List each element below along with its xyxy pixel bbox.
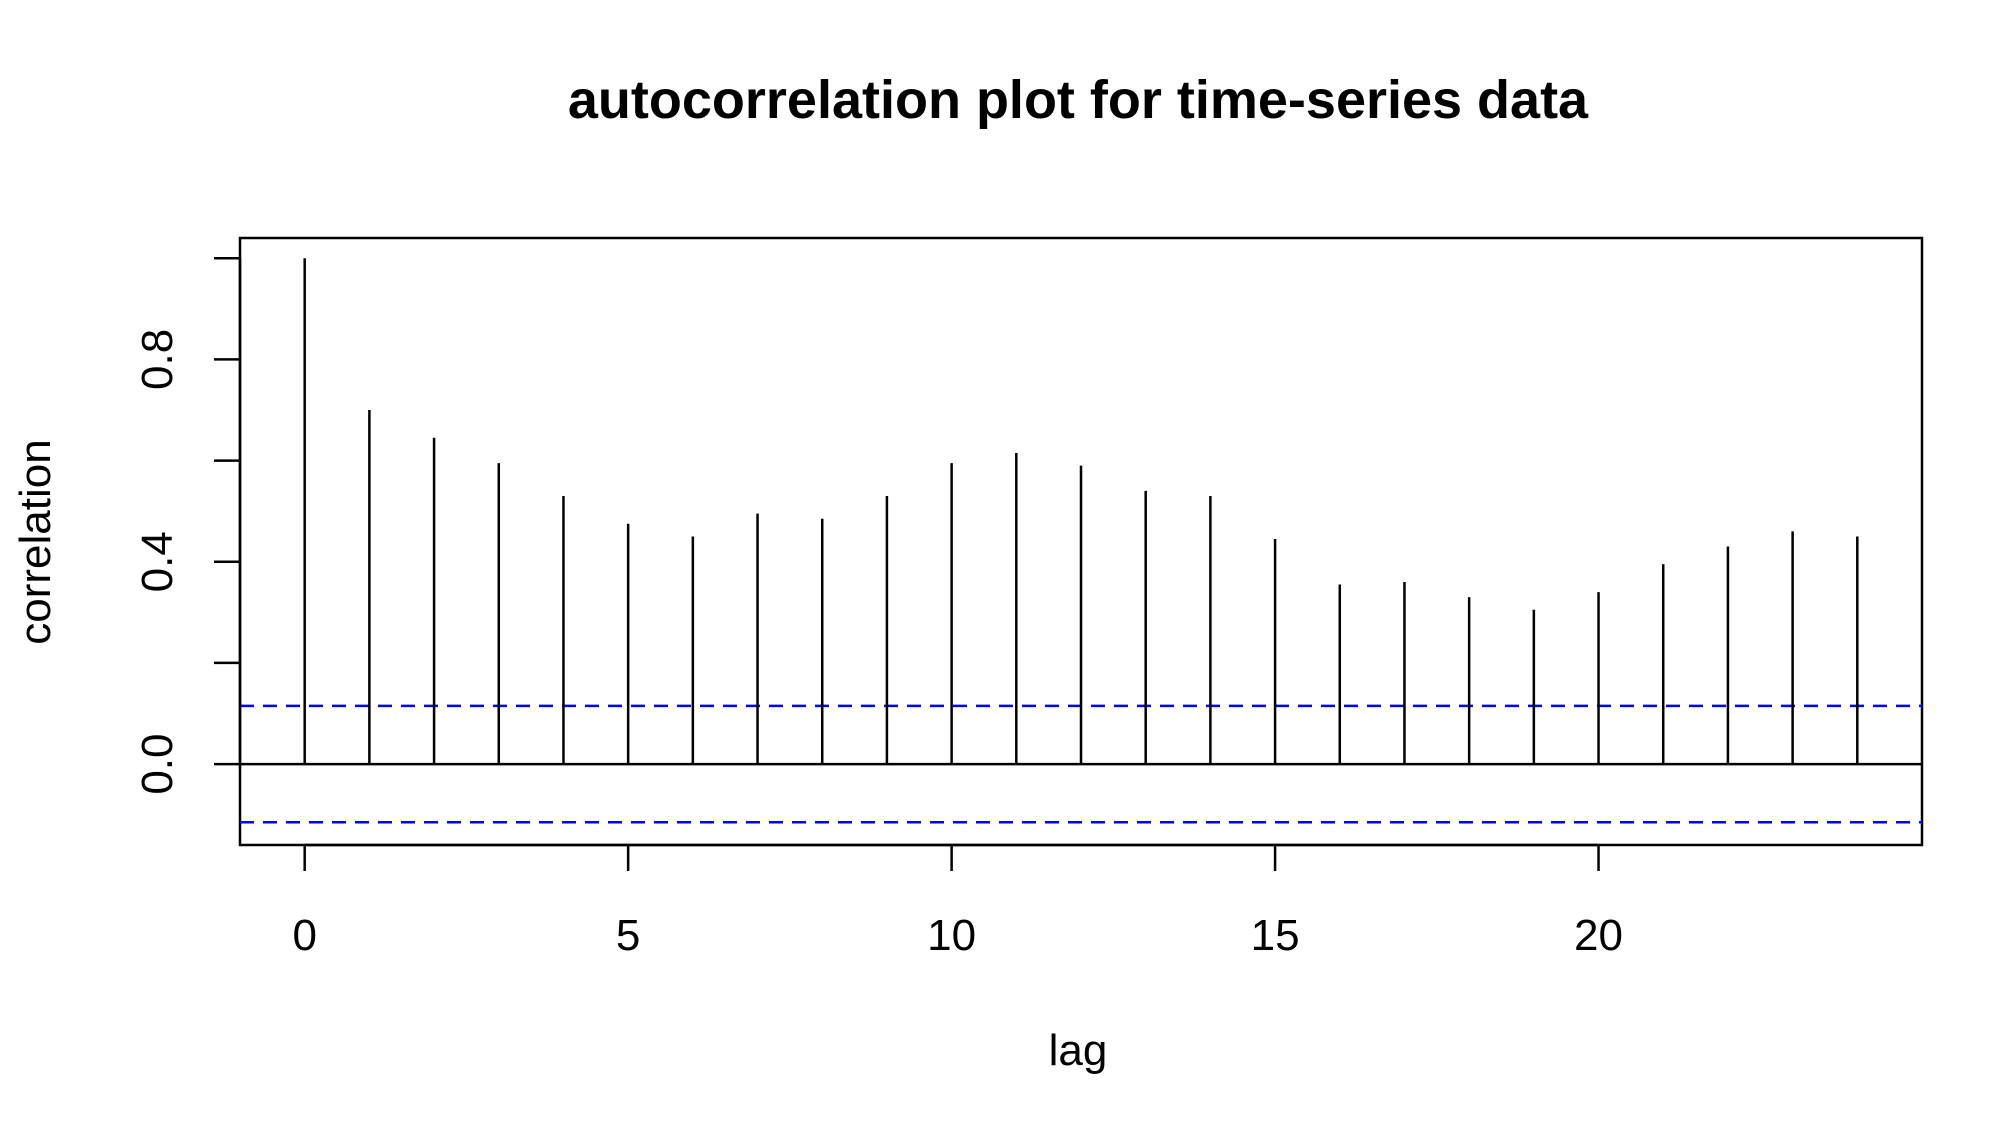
chart-title: autocorrelation plot for time-series dat… [568, 70, 1589, 130]
x-tick-label: 15 [1251, 911, 1300, 960]
plot-area: 0.0 0.4 0.8 0 5 10 15 20 [133, 236, 1924, 960]
y-tick-label: 0.8 [133, 329, 182, 390]
x-tick-label: 10 [927, 911, 976, 960]
x-tick-label: 5 [616, 911, 640, 960]
y-tick-label: 0.0 [133, 733, 182, 794]
y-tick-label: 0.4 [133, 531, 182, 592]
x-axis-label: lag [1049, 1026, 1108, 1075]
y-axis-label: correlation [11, 439, 60, 644]
x-tick-label: 20 [1574, 911, 1623, 960]
x-tick-label: 0 [292, 911, 316, 960]
